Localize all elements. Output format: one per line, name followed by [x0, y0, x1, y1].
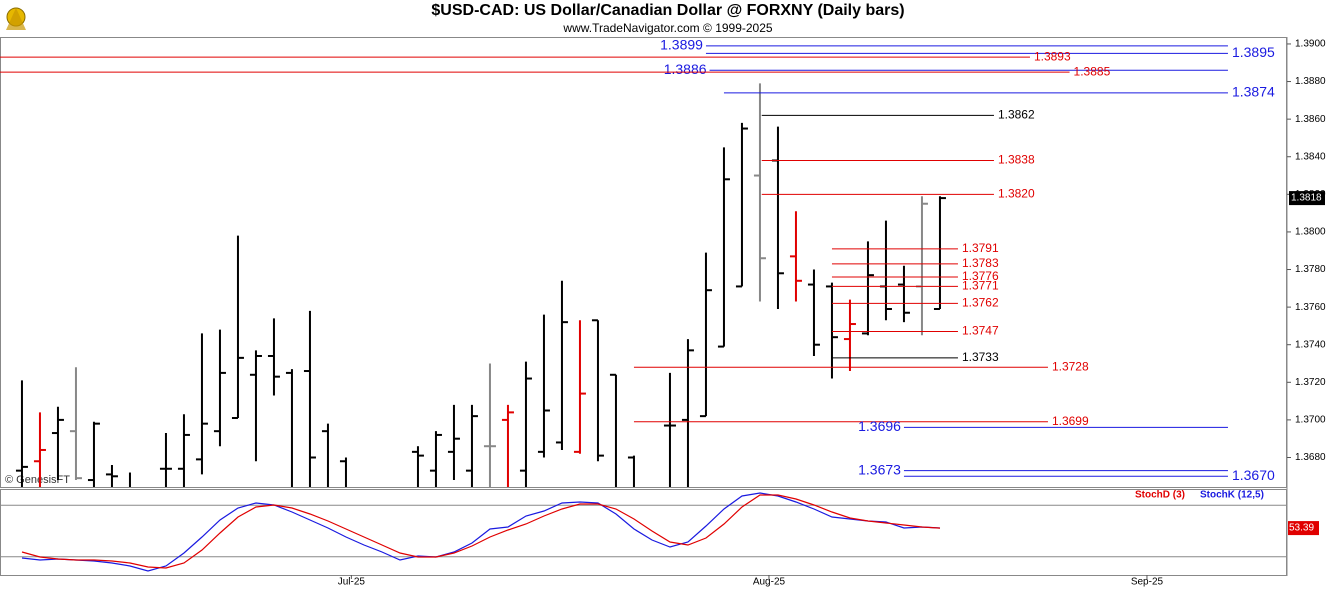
chart-subtitle: www.TradeNavigator.com © 1999-2025: [562, 21, 772, 35]
last-price-label: 1.3818: [1291, 193, 1322, 204]
level-label: 1.3728: [1052, 359, 1089, 373]
last-value-box: [1288, 521, 1319, 536]
level-label: 1.3874: [1232, 84, 1275, 100]
y-tick-label: 1.3780: [1295, 264, 1326, 275]
watermark: © GenesisFT: [5, 474, 70, 486]
y-tick-label: 1.3860: [1295, 114, 1326, 125]
y-tick-label: 1.3840: [1295, 151, 1326, 162]
y-tick-label: 1.3680: [1295, 452, 1326, 463]
y-tick-label: 1.3900: [1295, 39, 1326, 50]
level-label: 1.3733: [962, 350, 999, 364]
level-label: 1.3895: [1232, 44, 1275, 60]
level-label: 1.3696: [858, 418, 901, 434]
stoch-line: [21, 492, 941, 572]
chart-title: $USD-CAD: US Dollar/Canadian Dollar @ FO…: [431, 2, 904, 19]
last-price-box: [1289, 191, 1325, 206]
logo: [6, 7, 26, 30]
level-label: 1.3747: [962, 324, 999, 338]
x-tick-label: Jul-25: [338, 577, 366, 588]
level-label: 1.3771: [962, 279, 999, 293]
level-label: 1.3899: [660, 37, 703, 53]
y-tick-label: 1.3700: [1295, 415, 1326, 426]
level-label: 1.3762: [962, 296, 999, 310]
y-tick-label: 1.3800: [1295, 227, 1326, 238]
legend-entry: StochK (12,5): [1200, 490, 1264, 501]
level-label: 1.3820: [998, 187, 1035, 201]
level-label: 1.3862: [998, 108, 1035, 122]
level-label: 1.3886: [664, 61, 707, 77]
level-label: 1.3838: [998, 153, 1035, 167]
level-label: 1.3670: [1232, 467, 1275, 483]
y-tick-label: 1.3740: [1295, 339, 1326, 350]
level-label: 1.3885: [1074, 64, 1111, 78]
y-tick-label: 1.3760: [1295, 302, 1326, 313]
level-label: 1.3893: [1034, 49, 1071, 63]
level-label: 1.3791: [962, 241, 999, 255]
x-tick-label: Aug-25: [753, 577, 786, 588]
level-label: 1.3783: [962, 256, 999, 270]
x-tick-label: Sep-25: [1131, 577, 1164, 588]
legend-entry: StochD (3): [1135, 490, 1185, 501]
last-value-label: 53.39: [1289, 523, 1314, 534]
level-label: 1.3699: [1052, 414, 1089, 428]
stoch-line: [21, 494, 941, 569]
y-tick-label: 1.3880: [1295, 76, 1326, 87]
level-label: 1.3776: [962, 269, 999, 283]
level-label: 1.3673: [858, 461, 901, 477]
y-tick-label: 1.3720: [1295, 377, 1326, 388]
